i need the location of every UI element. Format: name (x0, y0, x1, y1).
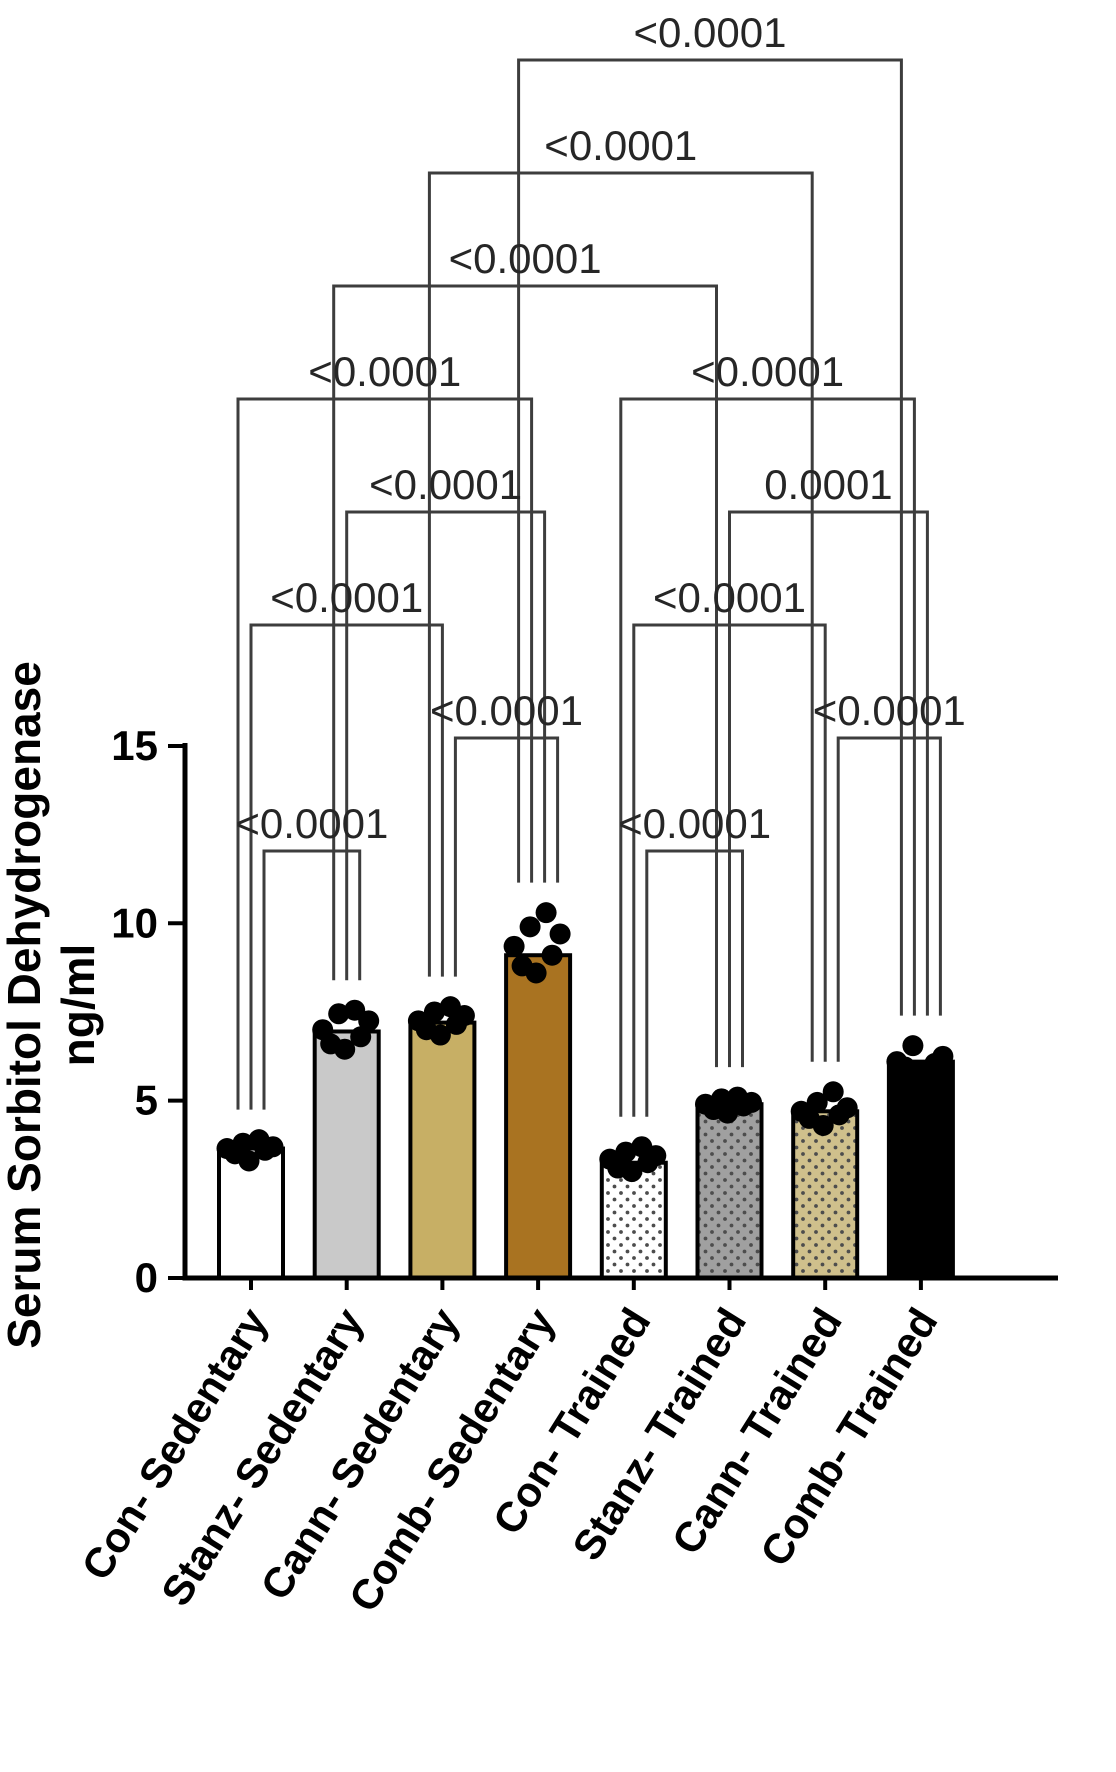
data-point (511, 955, 533, 977)
data-point (535, 902, 557, 924)
p-value-label: <0.0001 (618, 800, 771, 847)
data-point (248, 1129, 270, 1151)
y-tick-label: 10 (111, 899, 158, 946)
data-point (350, 1026, 372, 1048)
data-point (836, 1097, 858, 1119)
significance-bracket (836, 736, 942, 1062)
data-point (695, 1093, 716, 1115)
bar-6 (791, 1109, 860, 1281)
significance-bracket (427, 171, 814, 1062)
data-point (519, 916, 541, 938)
data-point (790, 1100, 812, 1122)
data-point (822, 1081, 844, 1103)
y-tick-label: 5 (135, 1077, 158, 1124)
significance-bracket (236, 397, 534, 1110)
p-value-label: <0.0001 (813, 687, 966, 734)
p-value-label: <0.0001 (308, 348, 461, 395)
data-point (312, 1019, 334, 1041)
y-tick-label: 15 (111, 722, 158, 769)
significance-bracket (517, 58, 903, 1016)
y-axis-title: Serum Sorbitol Dehydrogenase ng/ml (0, 661, 104, 1349)
data-point (711, 1088, 732, 1110)
data-point (407, 1010, 429, 1032)
data-point (328, 1003, 350, 1025)
p-value-label: <0.0001 (634, 9, 787, 56)
p-value-label: <0.0001 (691, 348, 844, 395)
significance-bracket (632, 623, 827, 1117)
data-point (932, 1045, 954, 1067)
data-point (727, 1086, 748, 1108)
significance-bracket (262, 849, 362, 1110)
p-value-label: <0.0001 (544, 122, 697, 169)
significance-bracket (645, 849, 744, 1117)
bar-5 (695, 1102, 764, 1281)
significance-brackets: <0.0001 <0.0001 <0.0001 <0.0001 <0.0001 <0.00… (235, 9, 966, 1117)
p-value-label: <0.0001 (235, 800, 388, 847)
significance-bracket (345, 510, 547, 981)
bar-1 (312, 1029, 381, 1281)
significance-bracket (619, 397, 916, 1117)
y-axis-title-line1: Serum Sorbitol Dehydrogenase (0, 661, 50, 1349)
y-tick-label: 0 (135, 1254, 158, 1301)
data-point (232, 1132, 254, 1154)
data-point (439, 996, 461, 1018)
significance-bracket (728, 510, 929, 1068)
data-point (541, 944, 563, 966)
data-point (806, 1091, 828, 1113)
data-point (599, 1148, 621, 1170)
p-value-label: <0.0001 (369, 461, 522, 508)
data-point (615, 1141, 637, 1163)
data-point (902, 1035, 924, 1057)
data-point (503, 935, 525, 957)
significance-bracket (249, 623, 444, 1110)
p-value-label: <0.0001 (449, 235, 602, 282)
p-value-label: <0.0001 (430, 687, 583, 734)
data-point (423, 1001, 445, 1023)
bar-2 (408, 1020, 477, 1281)
significance-bracket (453, 736, 560, 977)
p-value-label: <0.0001 (653, 574, 806, 621)
data-point (631, 1136, 653, 1158)
data-point (549, 923, 571, 945)
bar-3 (504, 953, 573, 1281)
data-point (344, 999, 366, 1021)
data-point (886, 1051, 908, 1073)
p-value-label: <0.0001 (270, 574, 423, 621)
data-point (216, 1138, 238, 1160)
axes: 0 5 10 15 (111, 722, 1058, 1301)
p-value-label: 0.0001 (764, 461, 892, 508)
bar-7 (886, 1059, 955, 1281)
significance-bracket (332, 284, 718, 1068)
y-axis-title-line2: ng/ml (52, 944, 104, 1067)
